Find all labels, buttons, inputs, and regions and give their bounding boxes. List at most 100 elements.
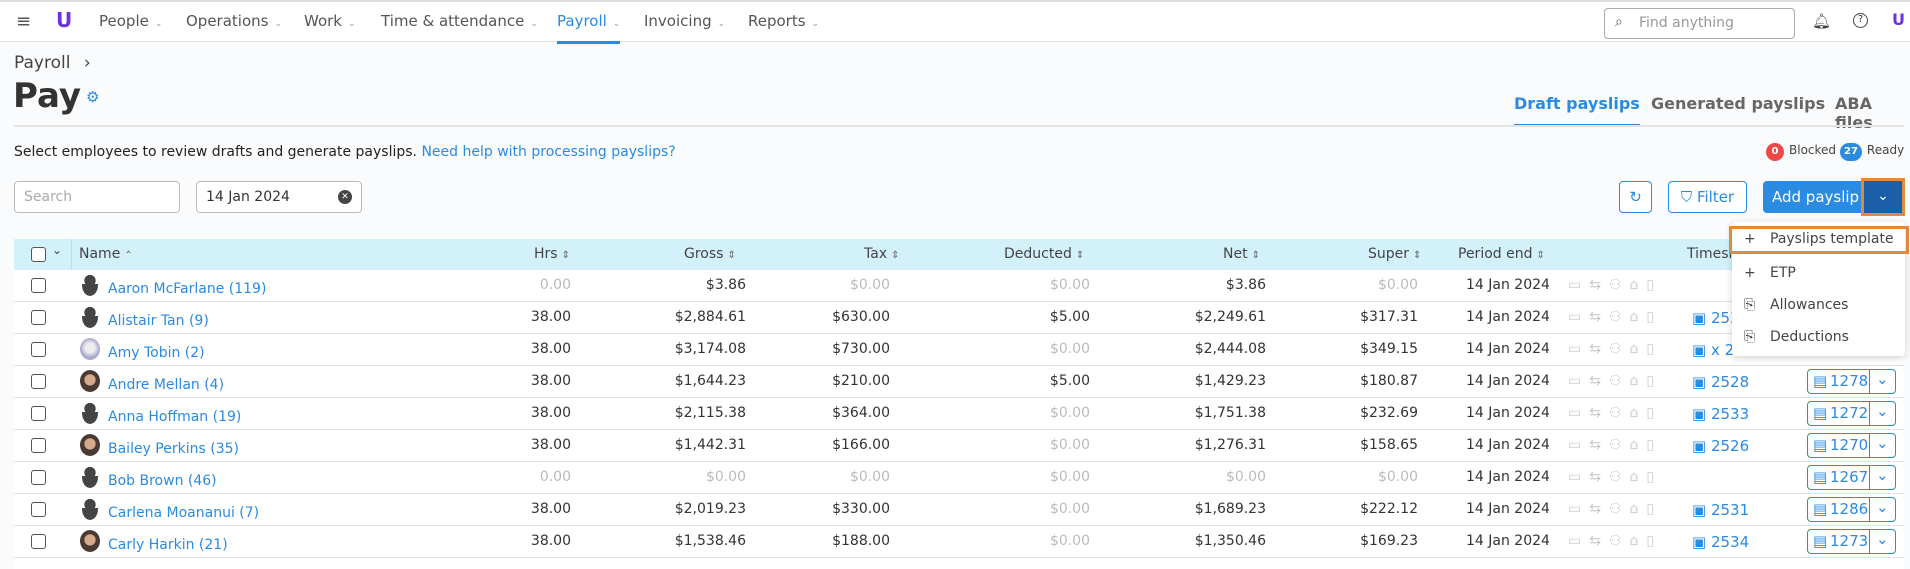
help-icon[interactable]: ? <box>1853 13 1868 28</box>
description-text: Select employees to review drafts and ge… <box>14 144 417 160</box>
chevron-down-icon[interactable]: ⌄ <box>1876 434 1889 452</box>
nav-label: Invoicing <box>644 12 712 30</box>
breadcrumb-payroll[interactable]: Payroll <box>14 53 71 73</box>
payslip-button[interactable]: ▤ 1273 ⌄ <box>1807 529 1896 554</box>
table-row[interactable]: Andre Mellan (4) 38.00 $1,644.23 $210.00… <box>14 366 1904 398</box>
table-row[interactable]: Alistair Tan (9) 38.00 $2,884.61 $630.00… <box>14 302 1904 334</box>
add-payslip-dropdown-button[interactable]: ⌄ <box>1861 178 1905 216</box>
nav-invoicing[interactable]: Invoicing ⌄ <box>644 12 725 30</box>
nav-work[interactable]: Work ⌄ <box>304 12 356 30</box>
row-checkbox[interactable] <box>31 534 46 549</box>
hrs-cell: 0.00 <box>539 277 571 293</box>
bell-icon[interactable]: 🔔︎ <box>1812 12 1832 30</box>
employee-name-link[interactable]: Alistair Tan (9) <box>108 313 209 329</box>
col-period-end[interactable]: Period end ⇕ <box>1458 246 1545 262</box>
nav-payroll[interactable]: Payroll ⌄ <box>557 12 621 44</box>
payslip-icon: ▤ <box>1813 372 1828 390</box>
row-checkbox[interactable] <box>31 374 46 389</box>
row-checkbox[interactable] <box>31 438 46 453</box>
user-menu-logo[interactable]: U <box>1892 10 1905 29</box>
row-checkbox[interactable] <box>31 502 46 517</box>
table-row[interactable]: Bailey Perkins (35) 38.00 $1,442.31 $166… <box>14 430 1904 462</box>
super-cell: $222.12 <box>1360 501 1418 517</box>
col-super[interactable]: Super ⇕ <box>1368 246 1421 262</box>
col-label: Deducted <box>1004 246 1072 262</box>
employee-name-link[interactable]: Amy Tobin (2) <box>108 345 205 361</box>
chevron-down-icon[interactable]: ⌄ <box>1876 530 1889 548</box>
blocked-status: 0 Blocked <box>1766 143 1836 161</box>
timesheet-link[interactable]: ▣ 2526 <box>1692 437 1749 455</box>
row-checkbox[interactable] <box>31 278 46 293</box>
table-row[interactable]: Carly Harkin (21) 38.00 $1,538.46 $188.0… <box>14 526 1904 558</box>
nav-reports[interactable]: Reports ⌄ <box>748 12 819 30</box>
col-net[interactable]: Net ⇕ <box>1223 246 1260 262</box>
employee-name-link[interactable]: Carlena Moananui (7) <box>108 505 260 521</box>
employee-search-input[interactable]: Search <box>14 181 180 213</box>
select-all-checkbox[interactable] <box>31 247 46 262</box>
col-name[interactable]: Name ⌃ <box>79 246 133 262</box>
menu-item-allowances[interactable]: ⎘ Allowances <box>1732 292 1905 320</box>
chevron-down-icon[interactable]: ⌄ <box>1876 466 1889 484</box>
table-row[interactable]: Bob Brown (46) 0.00 $0.00 $0.00 $0.00 $0… <box>14 462 1904 494</box>
employee-name-link[interactable]: Anna Hoffman (19) <box>108 409 242 425</box>
row-checkbox[interactable] <box>31 310 46 325</box>
employee-name-link[interactable]: Bailey Perkins (35) <box>108 441 239 457</box>
payslip-icon: ▤ <box>1813 436 1828 454</box>
timesheet-icon: ▣ <box>1692 437 1707 455</box>
chevron-down-icon[interactable]: ⌄ <box>1876 402 1889 420</box>
nav-time-attendance[interactable]: Time & attendance ⌄ <box>381 12 538 30</box>
employee-name-link[interactable]: Aaron McFarlane (119) <box>108 281 267 297</box>
payslip-button[interactable]: ▤ 1267 ⌄ <box>1807 465 1896 490</box>
menu-item-payslips-template[interactable]: + Payslips template <box>1729 226 1909 254</box>
table-row[interactable]: Carlena Moananui (7) 38.00 $2,019.23 $33… <box>14 494 1904 526</box>
add-payslip-button[interactable]: Add payslip <box>1763 181 1863 213</box>
payslip-button[interactable]: ▤ 1272 ⌄ <box>1807 401 1896 426</box>
bank-icon: ⌂ <box>1629 341 1647 357</box>
transfer-icon: ⇆ <box>1589 437 1609 453</box>
tax-cell: $166.00 <box>832 437 890 453</box>
chevron-down-icon[interactable]: ⌄ <box>1876 498 1889 516</box>
row-checkbox[interactable] <box>31 406 46 421</box>
row-checkbox[interactable] <box>31 470 46 485</box>
payslip-button[interactable]: ▤ 1270 ⌄ <box>1807 433 1896 458</box>
nav-operations[interactable]: Operations ⌄ <box>186 12 282 30</box>
menu-item-deductions[interactable]: ⎘ Deductions <box>1732 324 1905 352</box>
timesheet-link[interactable]: ▣ x 2 <box>1692 341 1734 359</box>
filter-button[interactable]: ⛉ Filter <box>1668 181 1747 213</box>
payslip-button[interactable]: ▤ 1278 ⌄ <box>1807 369 1896 394</box>
employee-name-link[interactable]: Andre Mellan (4) <box>108 377 225 393</box>
table-row[interactable]: Amy Tobin (2) 38.00 $3,174.08 $730.00 $0… <box>14 334 1904 366</box>
chevron-down-icon[interactable]: ⌄ <box>1876 370 1889 388</box>
col-deducted[interactable]: Deducted ⇕ <box>1004 246 1084 262</box>
table-row[interactable]: Aaron McFarlane (119) 0.00 $3.86 $0.00 $… <box>14 270 1904 302</box>
row-checkbox[interactable] <box>31 342 46 357</box>
timesheet-link[interactable]: ▣ 2533 <box>1692 405 1749 423</box>
employee-name-link[interactable]: Carly Harkin (21) <box>108 537 228 553</box>
receipt-icon: ▯ <box>1646 309 1663 325</box>
timesheet-link[interactable]: ▣ 2534 <box>1692 533 1749 551</box>
app-logo[interactable]: U <box>56 8 73 32</box>
employee-name-link[interactable]: Bob Brown (46) <box>108 473 217 489</box>
col-tax[interactable]: Tax ⇕ <box>864 246 900 262</box>
hamburger-menu-icon[interactable]: ≡ <box>16 11 32 32</box>
tab-draft-payslips[interactable]: Draft payslips <box>1514 94 1640 127</box>
sort-icon: ⇕ <box>1251 250 1260 261</box>
gear-icon[interactable]: ⚙ <box>86 88 100 106</box>
refresh-button[interactable]: ↻ <box>1619 181 1652 213</box>
timesheet-link[interactable]: ▣ 2531 <box>1692 501 1749 519</box>
global-search-input[interactable]: ⌕ Find anything <box>1604 8 1795 39</box>
menu-item-etp[interactable]: + ETP <box>1732 260 1905 288</box>
nav-people[interactable]: People ⌄ <box>99 12 162 30</box>
help-link[interactable]: Need help with processing payslips? <box>421 144 676 160</box>
tab-aba-files[interactable]: ABA files <box>1835 94 1873 132</box>
period-date-input[interactable]: 14 Jan 2024 ✕ <box>196 181 362 213</box>
payslip-button[interactable]: ▤ 1286 ⌄ <box>1807 497 1896 522</box>
col-hrs[interactable]: Hrs ⇕ <box>534 246 570 262</box>
breadcrumb[interactable]: Payroll › <box>14 53 91 73</box>
clear-date-icon[interactable]: ✕ <box>338 190 352 204</box>
col-gross[interactable]: Gross ⇕ <box>684 246 736 262</box>
timesheet-link[interactable]: ▣ 2528 <box>1692 373 1749 391</box>
select-options-chevron-icon[interactable]: ⌄ <box>52 243 63 257</box>
table-row[interactable]: Anna Hoffman (19) 38.00 $2,115.38 $364.0… <box>14 398 1904 430</box>
tab-generated-payslips[interactable]: Generated payslips <box>1651 94 1826 113</box>
